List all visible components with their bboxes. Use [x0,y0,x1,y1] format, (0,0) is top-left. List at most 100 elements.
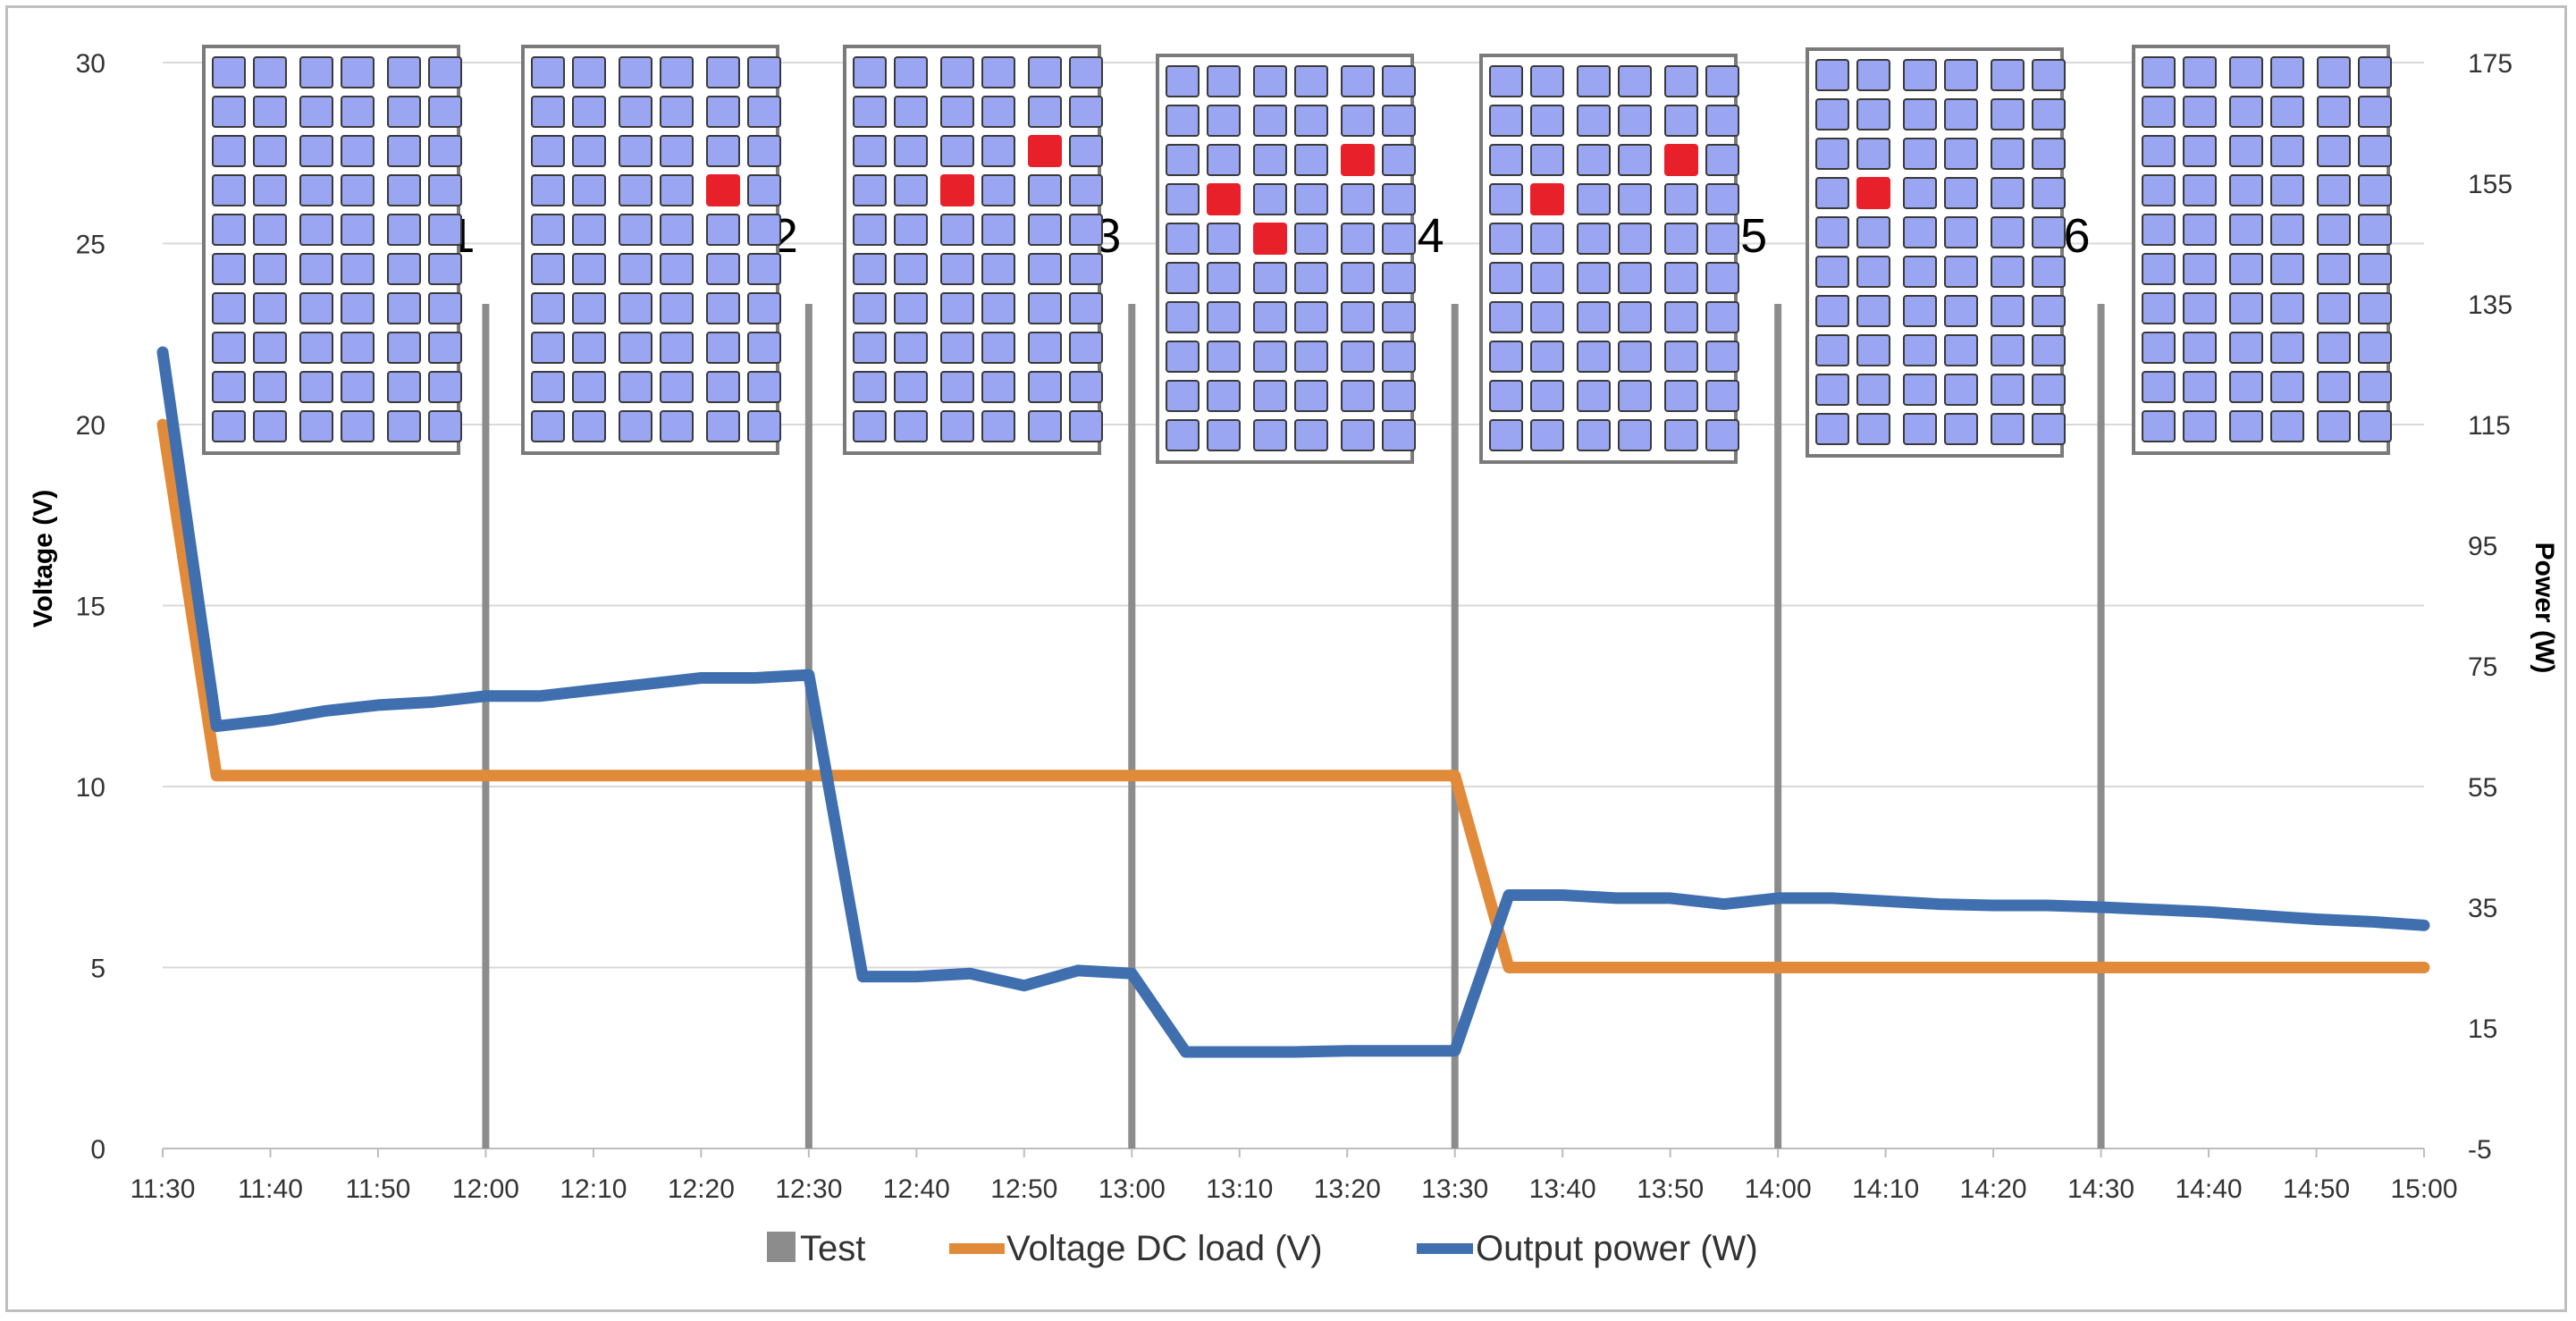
solar-cell [2229,174,2263,206]
solar-cell [619,96,652,128]
solar-cell [1944,334,1978,366]
solar-cell [1815,295,1849,327]
solar-cell [1705,419,1739,451]
solar-cell [1577,341,1611,373]
y2-tick-label: 155 [2468,170,2513,199]
solar-cell [1294,105,1328,137]
shaded-cell [706,174,740,206]
power-series-line [156,346,2430,1058]
solar-cell [531,332,565,364]
solar-cell [1253,380,1287,412]
y2-tick-label: 95 [2468,532,2497,561]
solar-cell [2270,96,2304,128]
solar-cell [706,56,740,88]
solar-cell [1903,334,1937,366]
solar-cell [2142,332,2176,364]
solar-cell [1991,334,2025,366]
solar-cell [212,96,246,128]
solar-cell [1991,374,2025,406]
solar-cell [747,332,781,364]
solar-cell [981,56,1015,88]
solar-cell [1294,341,1328,373]
solar-cell [2183,332,2217,364]
solar-cell [212,56,246,88]
solar-cell [747,253,781,285]
solar-cell [1253,419,1287,451]
solar-cell [940,56,974,88]
solar-cell [1294,144,1328,176]
y2-tick-label: 55 [2468,773,2497,803]
solar-panel [521,45,781,455]
solar-cell [2229,371,2263,403]
solar-cell [2183,410,2217,442]
solar-cell [1618,419,1652,451]
solar-cell [1815,216,1849,248]
solar-cell [853,371,887,403]
solar-cell [1207,65,1241,97]
solar-cell [1382,419,1416,451]
solar-cell [1991,138,2025,170]
solar-cell [2142,174,2176,206]
solar-cell [1856,138,1890,170]
solar-cell [1341,341,1375,373]
solar-cell [2229,292,2263,324]
solar-cell [1028,410,1062,442]
shaded-cell [1207,183,1241,215]
solar-cell [706,135,740,167]
y-tick-label: 25 [76,231,105,260]
solar-cell [1294,183,1328,215]
solar-cell [572,253,606,285]
solar-cell [2270,410,2304,442]
solar-cell [2032,216,2066,248]
solar-cell [894,410,928,442]
x-tick-label: 14:10 [1852,1174,1919,1204]
solar-cell [853,174,887,206]
solar-cell [212,214,246,246]
solar-cell [1069,371,1103,403]
solar-cell [2183,214,2217,246]
x-tick-label: 11:50 [346,1174,411,1204]
solar-cell [1903,256,1937,288]
solar-cell [1944,59,1978,91]
solar-cell [1069,174,1103,206]
x-tick-label: 11:30 [130,1174,196,1204]
solar-cell [1944,374,1978,406]
solar-cell [747,214,781,246]
right-axis-title: Power (W) [2530,543,2559,674]
solar-cell [2183,96,2217,128]
solar-cell [1705,380,1739,412]
solar-cell [1207,380,1241,412]
solar-cell [894,253,928,285]
shaded-cell [1530,183,1564,215]
y2-tick-label: 35 [2468,894,2497,923]
solar-cell [1856,256,1890,288]
solar-cell [853,214,887,246]
solar-cell [1341,65,1375,97]
solar-cell [747,96,781,128]
shaded-cell [1028,135,1062,167]
solar-cell [2358,332,2392,364]
solar-cell [341,174,375,206]
solar-cell [253,56,287,88]
x-tick-label: 12:20 [668,1174,735,1204]
test-marker-bar [2097,304,2105,1149]
solar-cell [1530,65,1564,97]
solar-cell [1991,59,2025,91]
solar-cell [1705,262,1739,294]
solar-cell [1294,65,1328,97]
solar-cell [572,96,606,128]
solar-cell [1903,177,1937,209]
solar-cell [212,174,246,206]
y2-tick-label: 75 [2468,652,2497,682]
solar-cell [1664,301,1698,333]
series-lines [156,346,2430,1058]
y2-tick-label: 175 [2468,49,2513,79]
solar-panel [1156,54,1416,464]
solar-cell [2317,253,2351,285]
solar-cell [1341,183,1375,215]
solar-cell [747,292,781,324]
solar-cell [2142,371,2176,403]
test-marker-bar [1128,304,1136,1149]
solar-cell [660,214,694,246]
solar-cell [1207,262,1241,294]
